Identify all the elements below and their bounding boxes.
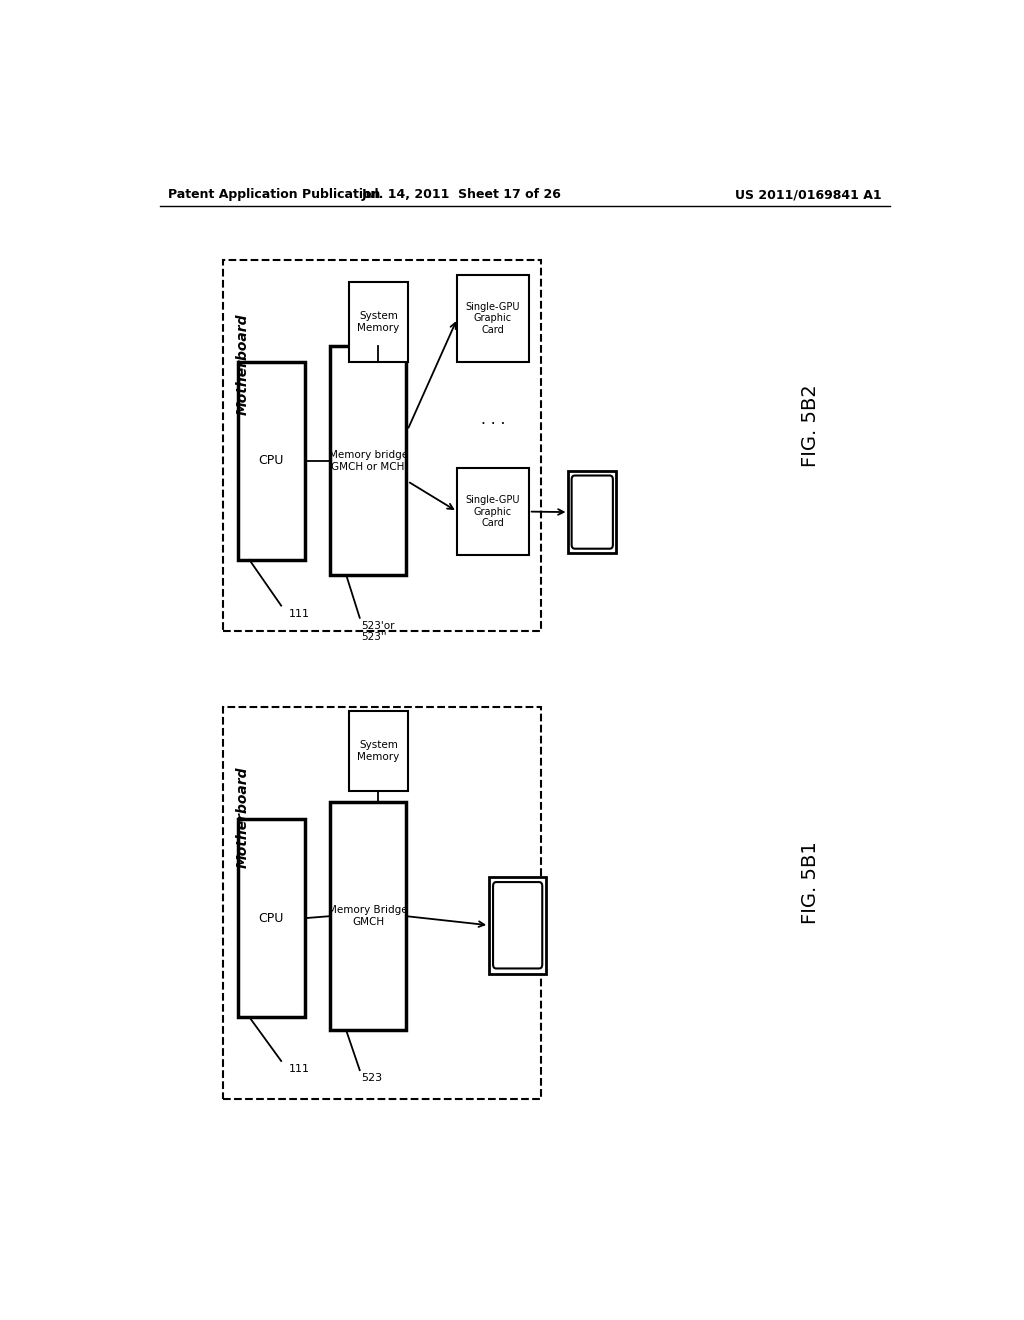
Bar [331, 801, 406, 1031]
Text: Single-GPU
Graphic
Card: Single-GPU Graphic Card [466, 302, 520, 335]
Text: Motherboard: Motherboard [237, 313, 250, 414]
Text: 111: 111 [289, 1064, 310, 1074]
Text: CPU: CPU [258, 454, 284, 467]
FancyBboxPatch shape [571, 475, 613, 549]
Text: 111: 111 [289, 609, 310, 619]
Text: Patent Application Publication: Patent Application Publication [168, 189, 380, 202]
Text: System
Memory: System Memory [357, 741, 399, 762]
Text: Jul. 14, 2011  Sheet 17 of 26: Jul. 14, 2011 Sheet 17 of 26 [361, 189, 561, 202]
Bar [348, 282, 409, 362]
Text: System
Memory: System Memory [357, 312, 399, 333]
FancyBboxPatch shape [494, 882, 543, 969]
Bar [223, 708, 541, 1098]
Text: Memory bridge
GMCH or MCH: Memory bridge GMCH or MCH [329, 450, 408, 471]
Bar [331, 346, 406, 576]
Text: Motherboard: Motherboard [237, 766, 250, 867]
Bar [348, 711, 409, 791]
Text: . . .: . . . [481, 412, 505, 428]
Text: Single-GPU
Graphic
Card: Single-GPU Graphic Card [466, 495, 520, 528]
Bar [238, 818, 305, 1018]
Bar [489, 876, 546, 974]
Text: 523'or
523'': 523'or 523'' [361, 620, 395, 643]
Text: 523: 523 [361, 1073, 382, 1084]
Text: FIG. 5B1: FIG. 5B1 [801, 841, 820, 924]
Bar [458, 469, 528, 554]
Bar [568, 471, 616, 553]
Text: FIG. 5B2: FIG. 5B2 [801, 384, 820, 466]
Bar [238, 362, 305, 560]
Text: Memory Bridge
GMCH: Memory Bridge GMCH [329, 906, 408, 927]
Text: CPU: CPU [258, 912, 284, 924]
Bar [223, 260, 541, 631]
Bar [458, 276, 528, 362]
Text: US 2011/0169841 A1: US 2011/0169841 A1 [735, 189, 882, 202]
